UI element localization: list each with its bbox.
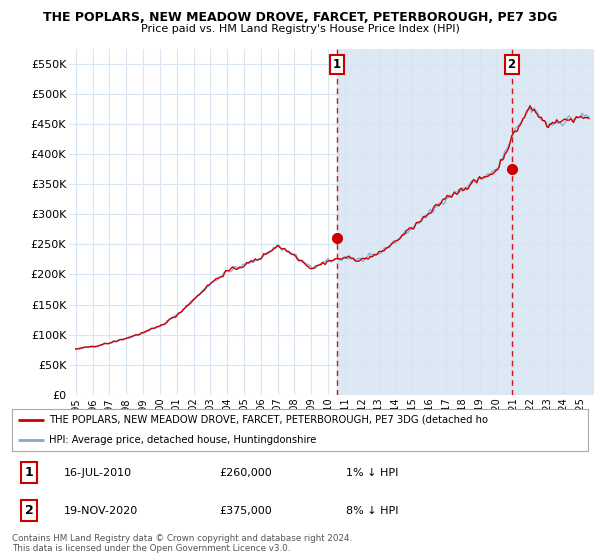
Text: 2: 2 [508,58,515,71]
Text: 1: 1 [333,58,341,71]
Text: Contains HM Land Registry data © Crown copyright and database right 2024.
This d: Contains HM Land Registry data © Crown c… [12,534,352,553]
Text: 1: 1 [25,466,34,479]
Text: 2: 2 [25,504,34,517]
Text: THE POPLARS, NEW MEADOW DROVE, FARCET, PETERBOROUGH, PE7 3DG: THE POPLARS, NEW MEADOW DROVE, FARCET, P… [43,11,557,24]
Text: 1% ↓ HPI: 1% ↓ HPI [346,468,398,478]
Text: 8% ↓ HPI: 8% ↓ HPI [346,506,398,516]
Text: £375,000: £375,000 [220,506,272,516]
Text: 16-JUL-2010: 16-JUL-2010 [64,468,132,478]
Bar [337,49,512,395]
Text: HPI: Average price, detached house, Huntingdonshire: HPI: Average price, detached house, Hunt… [49,435,317,445]
Text: THE POPLARS, NEW MEADOW DROVE, FARCET, PETERBOROUGH, PE7 3DG (detached ho: THE POPLARS, NEW MEADOW DROVE, FARCET, P… [49,415,488,424]
Text: Price paid vs. HM Land Registry's House Price Index (HPI): Price paid vs. HM Land Registry's House … [140,24,460,34]
Bar [512,49,594,395]
Text: 19-NOV-2020: 19-NOV-2020 [64,506,138,516]
Text: £260,000: £260,000 [220,468,272,478]
